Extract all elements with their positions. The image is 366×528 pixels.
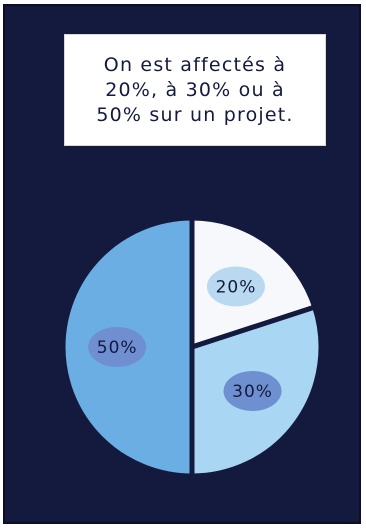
- caption-line-1: On est affectés à: [103, 53, 287, 76]
- pie-slice-label: 20%: [216, 277, 257, 297]
- pie-slice-label: 30%: [232, 382, 273, 402]
- caption-line-2: 20%, à 30% ou à: [105, 78, 285, 101]
- pie-label-bubble: [223, 370, 282, 411]
- pie-labels: 20% 30% 50%: [88, 266, 282, 411]
- pie-label-bubble: [206, 266, 265, 307]
- caption-line-3: 50% sur un projet.: [96, 103, 294, 126]
- caption-box: On est affectés à 20%, à 30% ou à 50% su…: [64, 34, 326, 146]
- pie-slice-label: 50%: [97, 338, 138, 358]
- pie-label-bubble: [88, 327, 147, 367]
